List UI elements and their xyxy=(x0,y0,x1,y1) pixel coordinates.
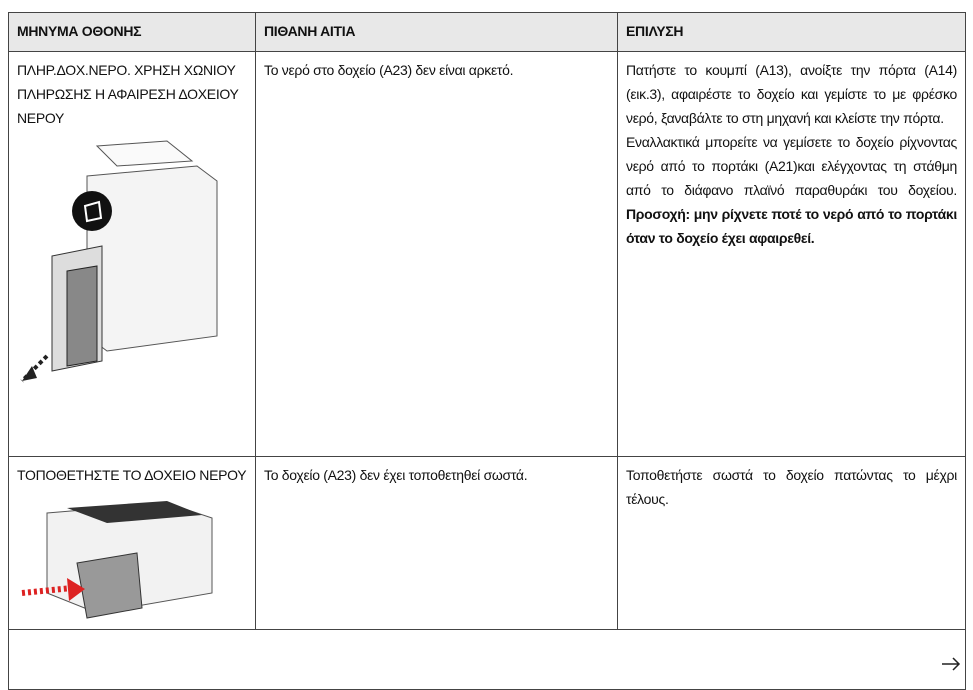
header-cell: ΜΗΝΥΜΑ ΟΘΟΝΗΣ xyxy=(8,12,256,52)
solution-text: Τοποθετήστε σωστά το δοχείο πατώντας το … xyxy=(626,467,957,507)
row xyxy=(8,629,966,690)
header-row: ΜΗΝΥΜΑ ΟΘΟΝΗΣ ΠΙΘΑΝΗ ΑΙΤΙΑ ΕΠΙΛΥΣΗ xyxy=(8,12,966,52)
header-cell: ΠΙΘΑΝΗ ΑΙΤΙΑ xyxy=(255,12,618,52)
illustration xyxy=(21,501,213,619)
page: ΜΗΝΥΜΑ ΟΘΟΝΗΣ ΠΙΘΑΝΗ ΑΙΤΙΑ ΕΠΙΛΥΣΗ ΠΛΗΡ.… xyxy=(8,12,966,690)
illustration xyxy=(20,140,218,383)
cause-cell: Το νερό στο δοχείο (A23) δεν είναι αρκετ… xyxy=(255,51,618,457)
troubleshoot-table: ΜΗΝΥΜΑ ΟΘΟΝΗΣ ΠΙΘΑΝΗ ΑΙΤΙΑ ΕΠΙΛΥΣΗ ΠΛΗΡ.… xyxy=(8,12,966,690)
continue-cell xyxy=(8,629,966,690)
next-arrow xyxy=(942,657,961,671)
message: ΤΟΠΟΘΕΤΗΣΤΕ ΤΟ ΔΟΧΕΙΟ ΝΕΡΟΥ xyxy=(17,467,247,483)
message-cell: ΠΛΗΡ.ΔΟΧ.ΝΕΡΟ. ΧΡΗΣΗ ΧΩΝΙΟΥ ΠΛΗΡΩΣΗΣ Η Α… xyxy=(8,51,256,457)
warning-text: Προσοχή: μην ρίχνετε ποτέ το νερό από το… xyxy=(626,206,957,246)
message-cell: ΤΟΠΟΘΕΤΗΣΤΕ ΤΟ ΔΟΧΕΙΟ ΝΕΡΟΥ xyxy=(8,456,256,630)
row: ΤΟΠΟΘΕΤΗΣΤΕ ΤΟ ΔΟΧΕΙΟ ΝΕΡΟΥ Το δοχείο (A… xyxy=(8,456,966,630)
header-cell: ΕΠΙΛΥΣΗ xyxy=(617,12,966,52)
row: ΠΛΗΡ.ΔΟΧ.ΝΕΡΟ. ΧΡΗΣΗ ΧΩΝΙΟΥ ΠΛΗΡΩΣΗΣ Η Α… xyxy=(8,51,966,457)
solution-text: Πατήστε το κουμπί (A13), ανοίξτε την πόρ… xyxy=(626,62,957,126)
solution-cell: Πατήστε το κουμπί (A13), ανοίξτε την πόρ… xyxy=(617,51,966,457)
solution-cell: Τοποθετήστε σωστά το δοχείο πατώντας το … xyxy=(617,456,966,630)
message: ΠΛΗΡ.ΔΟΧ.ΝΕΡΟ. ΧΡΗΣΗ ΧΩΝΙΟΥ ΠΛΗΡΩΣΗΣ Η Α… xyxy=(17,62,239,126)
solution-text: Εναλλακτικά μπορείτε να γεμίσετε το δοχε… xyxy=(626,134,957,198)
cause-cell: Το δοχείο (A23) δεν έχει τοποθετηθεί σωσ… xyxy=(255,456,618,630)
